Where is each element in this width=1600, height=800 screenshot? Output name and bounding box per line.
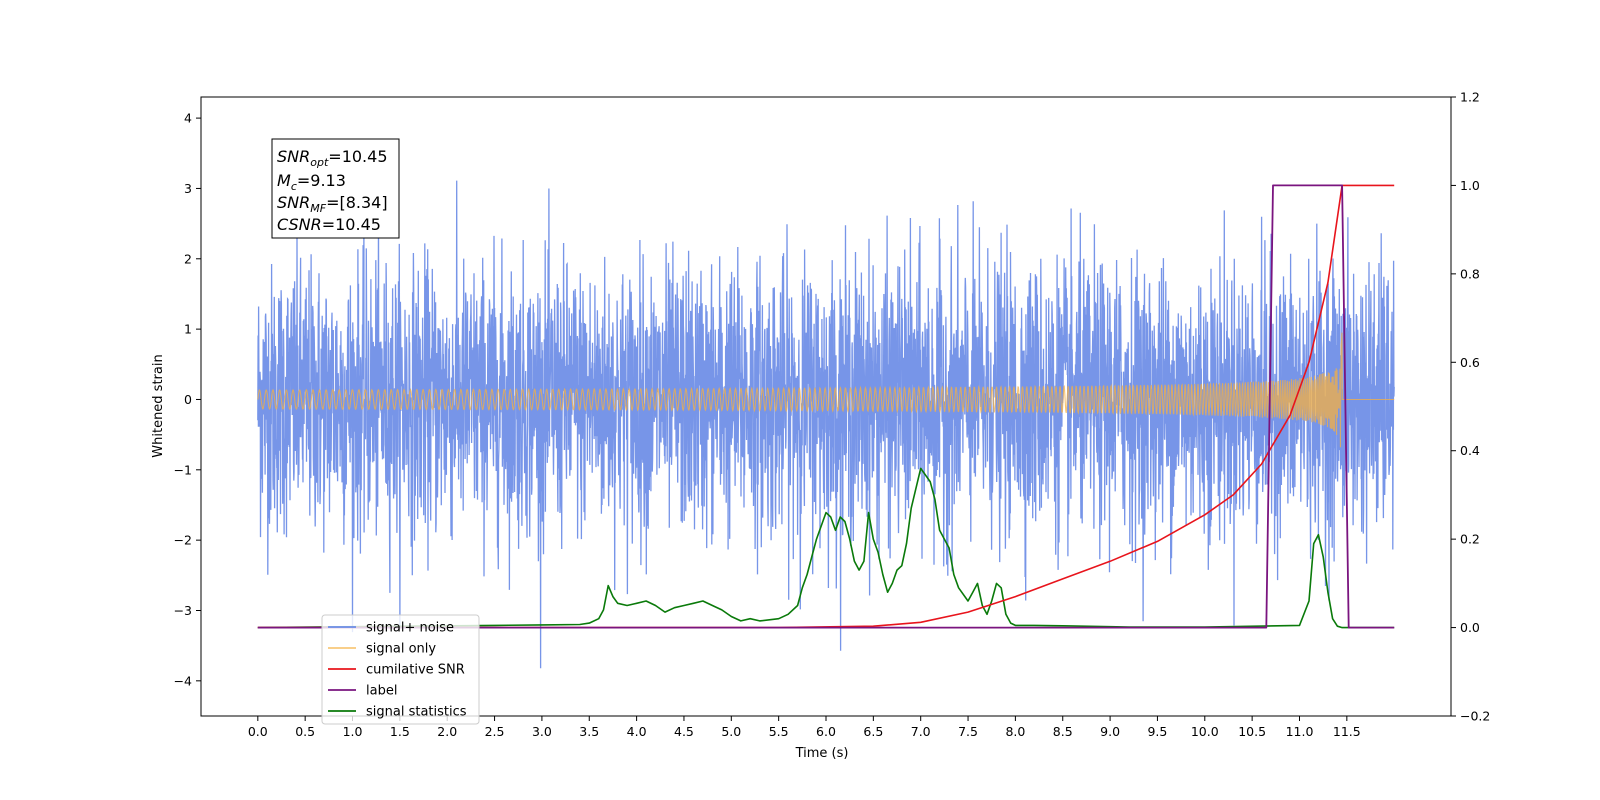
y-tick-label: −3: [174, 603, 192, 618]
y-axis-label: Whitened strain: [151, 354, 166, 457]
x-tick-label: 6.5: [863, 724, 883, 739]
x-tick-label: 1.5: [390, 724, 410, 739]
legend-signal-noise: signal+ noise: [328, 621, 454, 636]
x-tick-label: 4.5: [674, 724, 694, 739]
x-tick-label: 0.0: [248, 724, 268, 739]
x-tick-label: 3.5: [579, 724, 599, 739]
series-signal-noise-line: [257, 180, 1395, 669]
info-chirp-mass: Mc=9.13: [277, 171, 346, 193]
info-box-frame: [271, 138, 400, 239]
y-tick-label: 1: [184, 322, 192, 337]
x-tick-label: 1.0: [343, 724, 363, 739]
legend-label: label: [328, 684, 397, 699]
y-tick-label: 2: [184, 251, 192, 266]
legend-label-text: signal statistics: [366, 705, 467, 720]
x-tick-label: 11.0: [1286, 724, 1314, 739]
legend-cumulative-snr: cumilative SNR: [328, 663, 465, 678]
x-tick-label: 8.5: [1053, 724, 1073, 739]
plot-data-layer: [257, 180, 1395, 669]
legend-frame: [321, 614, 480, 725]
legend-signal-only: signal only: [328, 642, 436, 657]
info-box: SNRopt=10.45 Mc=9.13 SNRMF=[8.34] CSNR=1…: [271, 138, 400, 239]
y2-tick-label: 1.2: [1460, 90, 1480, 105]
legend-label-text: signal+ noise: [366, 621, 454, 636]
x-tick-label: 9.0: [1100, 724, 1120, 739]
x-tick-label: 10.0: [1191, 724, 1219, 739]
y2-tick-label: 0.8: [1460, 266, 1480, 281]
y-tick-label: −2: [174, 533, 192, 548]
x-tick-label: 10.5: [1238, 724, 1266, 739]
y-tick-label: −4: [174, 673, 192, 688]
y2-tick-label: −0.2: [1460, 709, 1490, 724]
legend-signal-statistics: signal statistics: [328, 705, 467, 720]
x-tick-label: 9.5: [1147, 724, 1167, 739]
y2-tick-label: 1.0: [1460, 178, 1480, 193]
y-tick-label: −1: [174, 462, 192, 477]
x-axis-label: Time (s): [795, 746, 849, 761]
series-signal-only-line: [257, 332, 1395, 448]
x-tick-label: 11.5: [1333, 724, 1361, 739]
series-signal-statistics-line: [257, 467, 1395, 629]
x-tick-label: 5.5: [769, 724, 789, 739]
x-tick-label: 8.0: [1005, 724, 1025, 739]
y2-tick-label: 0.0: [1460, 620, 1480, 635]
y-axis-right: 1.2 1.0 0.8 0.6 0.4 0.2 0.0 −0.2: [1451, 90, 1490, 724]
x-tick-label: 7.0: [911, 724, 931, 739]
y-tick-label: 0: [184, 392, 192, 407]
legend-label-text: signal only: [366, 642, 436, 657]
y2-tick-label: 0.4: [1460, 443, 1480, 458]
series-cumulative-snr-line: [257, 184, 1395, 629]
info-csnr: CSNR=10.45: [277, 215, 381, 234]
x-tick-label: 2.5: [485, 724, 505, 739]
x-tick-label: 7.5: [958, 724, 978, 739]
info-snr-opt: SNRopt=10.45: [277, 147, 388, 169]
y-tick-label: 4: [184, 111, 192, 126]
y2-tick-label: 0.2: [1460, 532, 1480, 547]
x-tick-label: 2.0: [437, 724, 457, 739]
x-tick-label: 0.5: [295, 724, 315, 739]
x-axis: 0.0 0.5 1.0 1.5 2.0 2.5 3.0 3.5 4.0 4.5 5.0 5.5 6.0 6…: [248, 716, 1361, 739]
legend-label-text: cumilative SNR: [366, 663, 465, 678]
y2-tick-label: 0.6: [1460, 355, 1480, 370]
x-tick-label: 3.0: [532, 724, 552, 739]
info-snr-mf: SNRMF=[8.34]: [277, 193, 388, 215]
x-tick-label: 5.0: [721, 724, 741, 739]
legend-label-text: label: [366, 684, 397, 699]
y-tick-label: 3: [184, 181, 192, 196]
y-axis-left: 4 3 2 1 0 −1 −2 −3 −4: [174, 111, 201, 688]
legend: signal+ noise signal only cumilative SNR la…: [321, 614, 480, 725]
x-tick-label: 6.0: [816, 724, 836, 739]
x-tick-label: 4.0: [627, 724, 647, 739]
series-label-line: [257, 184, 1395, 629]
